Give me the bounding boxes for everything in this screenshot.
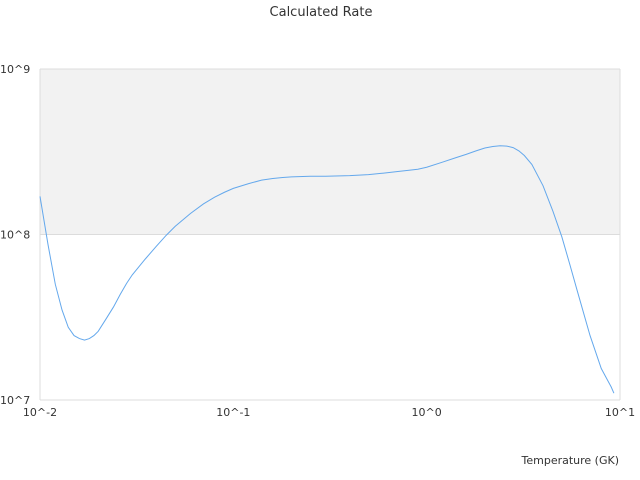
x-tick-label: 10^1 bbox=[605, 406, 635, 419]
y-tick-label: 10^8 bbox=[0, 229, 30, 242]
y-tick-label: 10^7 bbox=[0, 394, 30, 407]
x-tick-label: 10^-2 bbox=[23, 406, 57, 419]
x-tick-label: 10^0 bbox=[412, 406, 442, 419]
y-tick-label: 10^9 bbox=[0, 63, 30, 76]
series-line-0 bbox=[39, 145, 615, 394]
chart-title: Calculated Rate bbox=[270, 5, 373, 20]
x-axis-label: Temperature (GK) bbox=[521, 454, 620, 467]
x-tick-label: 10^-1 bbox=[216, 406, 250, 419]
plot-band-upper bbox=[40, 69, 620, 235]
